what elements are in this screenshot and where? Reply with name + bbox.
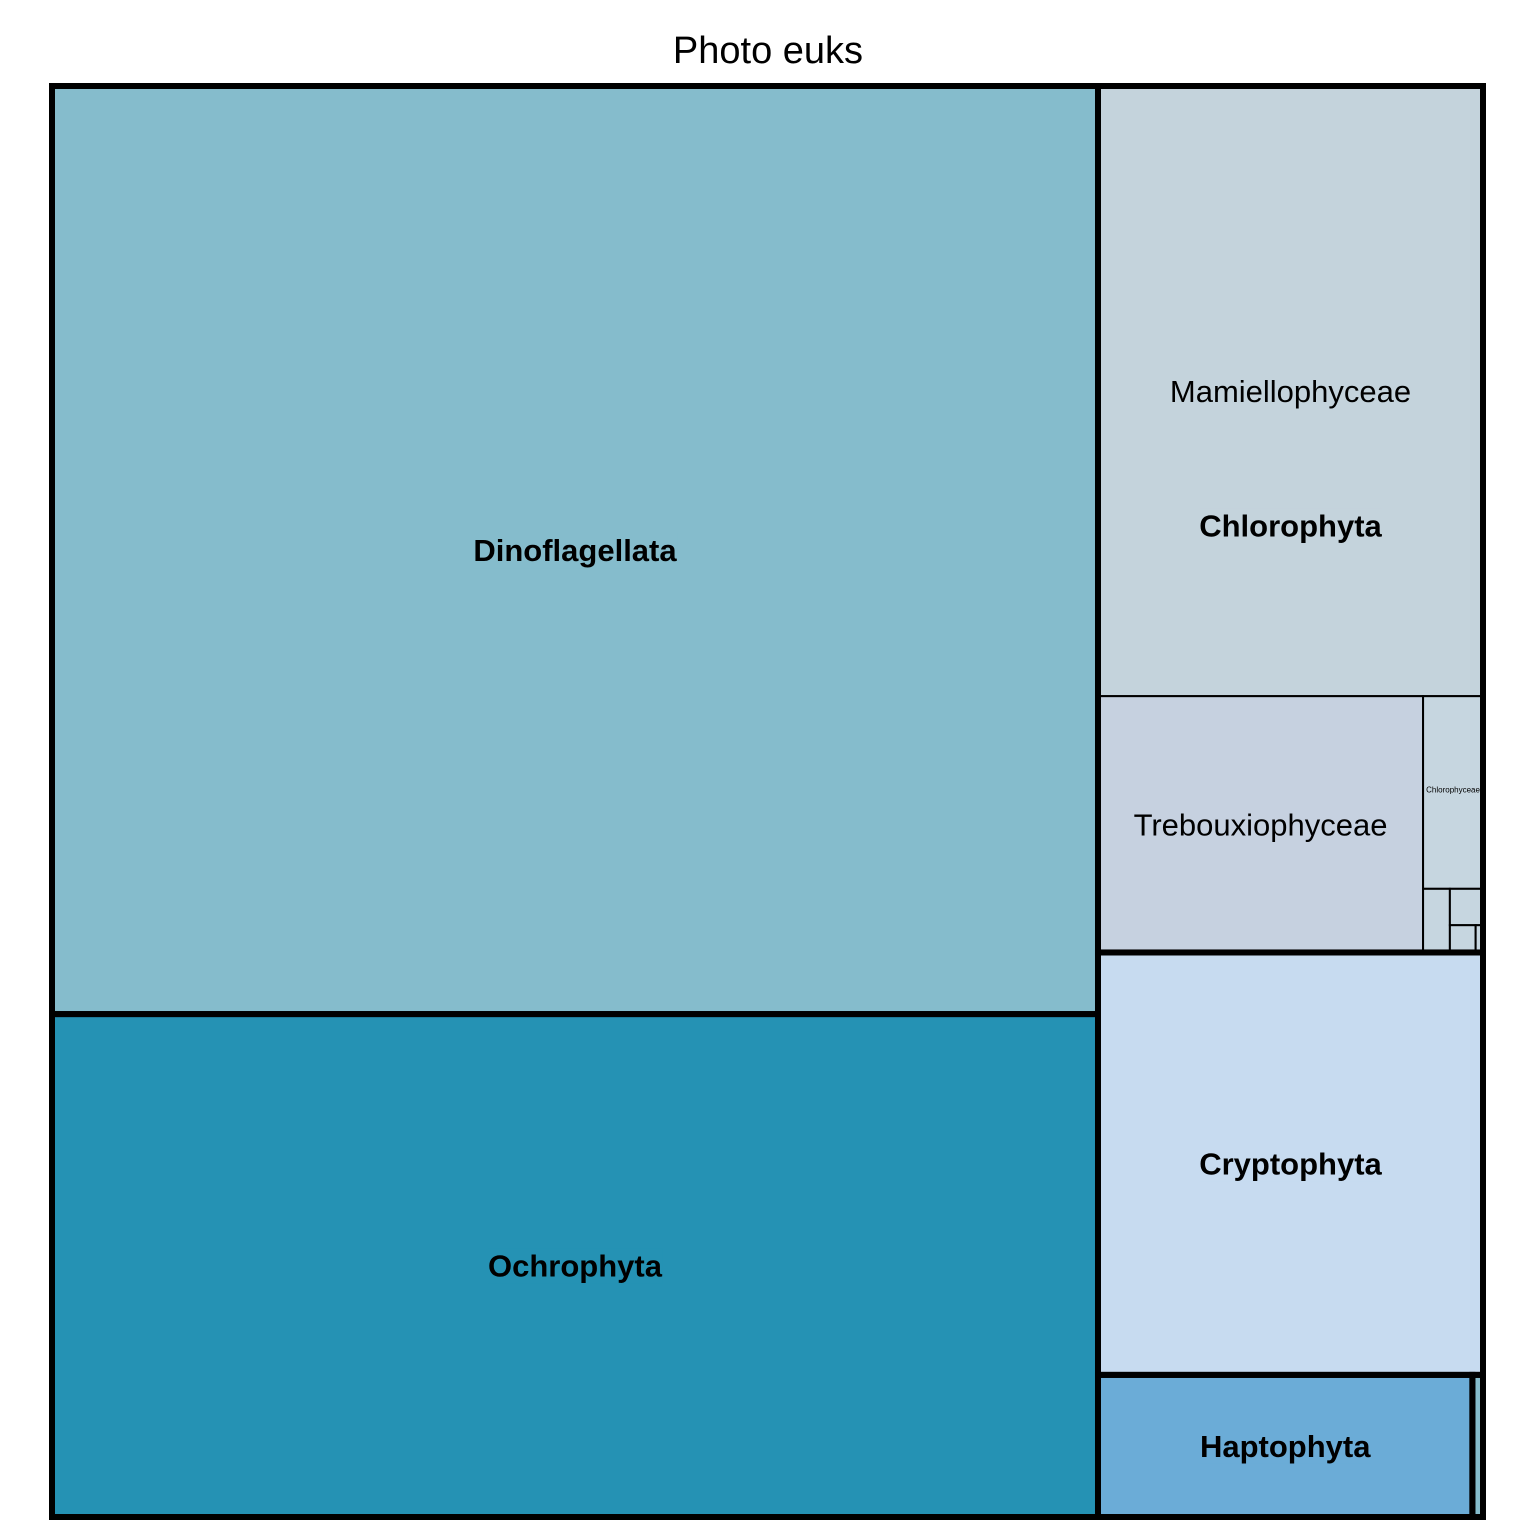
group-layer bbox=[49, 83, 1487, 1521]
group-label-bg-ochrophyta bbox=[488, 1248, 663, 1284]
group-label-ochrophyta: Ochrophyta bbox=[488, 1249, 663, 1284]
label-trebouxiophyceae: Trebouxiophyceae bbox=[1134, 807, 1388, 842]
group-label-bg-dinoflagellata bbox=[473, 533, 678, 569]
group-label-chlorophyta: Chlorophyta bbox=[1199, 508, 1382, 543]
cell-chlorophyta-part-5 bbox=[1448, 924, 1477, 954]
group-label-cryptophyta: Cryptophyta bbox=[1199, 1147, 1382, 1182]
label-mamiellophyceae: Mamiellophyceae bbox=[1170, 374, 1411, 409]
label-layer: Dinoflagellata Ochrophyta Mamiellophyceae T… bbox=[473, 374, 1480, 1464]
label-chlorophyceae: Chlorophyceae bbox=[1426, 785, 1480, 794]
group-label-haptophyta: Haptophyta bbox=[1200, 1429, 1371, 1464]
cell-chlorophyta-trebouxiophyceae bbox=[1096, 695, 1425, 954]
group-label-bg-cryptophyta bbox=[1199, 1146, 1383, 1182]
group-label-bg-chlorophyta bbox=[1199, 508, 1383, 544]
subgroup-layer bbox=[51, 85, 1485, 1519]
group-label-dinoflagellata: Dinoflagellata bbox=[473, 533, 677, 568]
cell-chlorophyta-part-4 bbox=[1448, 887, 1485, 927]
group-label-bg-haptophyta bbox=[1199, 1428, 1372, 1464]
group-unnamed bbox=[1469, 1371, 1487, 1521]
chart-title: Photo euks bbox=[672, 30, 864, 72]
cell-chlorophyta-part-3 bbox=[1422, 887, 1451, 954]
cell-chlorophyta-mamiellophyceae bbox=[1096, 85, 1485, 698]
